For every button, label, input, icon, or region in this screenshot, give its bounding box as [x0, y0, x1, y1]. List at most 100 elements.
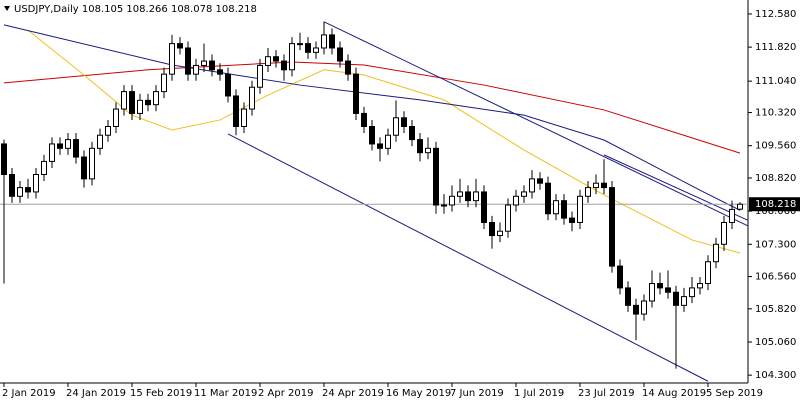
- candle-body: [649, 283, 655, 302]
- x-tick-label: 24 Apr 2019: [322, 388, 384, 399]
- candle-body: [417, 139, 423, 154]
- candle-body: [273, 56, 279, 62]
- y-tick-label: 108.060: [755, 206, 796, 217]
- candle-body: [721, 221, 727, 245]
- candle-body: [673, 291, 679, 306]
- y-tick-label: 104.300: [755, 370, 796, 381]
- y-tick-label: 110.320: [755, 108, 796, 119]
- x-tick-label: 7 Jun 2019: [450, 388, 504, 399]
- x-tick-label: 23 Jul 2019: [578, 388, 635, 399]
- candle-body: [217, 69, 223, 75]
- y-tick-label: 105.820: [755, 304, 796, 315]
- candle-body: [65, 139, 71, 149]
- candle-body: [185, 47, 191, 75]
- candle-body: [321, 34, 327, 49]
- candle-body: [409, 126, 415, 141]
- candle-body: [393, 117, 399, 136]
- candle-body: [361, 112, 367, 128]
- y-tick-label: 109.560: [755, 141, 796, 152]
- candle-body: [385, 134, 391, 149]
- y-tick-label: 111.040: [755, 76, 796, 87]
- candle-body: [225, 73, 231, 97]
- last-price-label: 108.218: [755, 199, 796, 210]
- x-tick-label: 14 Aug 2019: [642, 388, 706, 399]
- candle-body: [241, 108, 247, 128]
- candle-body: [121, 91, 127, 110]
- candle-body: [569, 217, 575, 223]
- candle-body: [353, 73, 359, 114]
- candle-body: [49, 143, 55, 162]
- candle-body: [369, 126, 375, 145]
- candle-body: [377, 143, 383, 149]
- candle-body: [425, 147, 431, 154]
- candle-body: [329, 34, 335, 49]
- candle-body: [577, 195, 583, 223]
- y-tick-label: 105.060: [755, 337, 796, 348]
- candle-body: [513, 195, 519, 206]
- candle-body: [497, 230, 503, 237]
- candle-body: [553, 200, 559, 215]
- candle-body: [449, 195, 455, 206]
- candle-body: [345, 60, 351, 75]
- candle-body: [17, 187, 23, 197]
- candle-body: [521, 191, 527, 197]
- indicator-line: [323, 21, 749, 227]
- y-tick-label: 111.820: [755, 42, 796, 53]
- candle-body: [601, 182, 607, 189]
- candle-body: [113, 108, 119, 128]
- candle-body: [73, 139, 79, 158]
- candle-body: [561, 200, 567, 219]
- candle-body: [9, 173, 15, 197]
- chart-title: USDJPY,Daily 108.105 108.266 108.078 108…: [14, 4, 257, 15]
- candle-body: [129, 91, 135, 114]
- y-tick-label: 108.820: [755, 173, 796, 184]
- candle-body: [529, 178, 535, 193]
- indicator-line: [227, 133, 709, 382]
- candle-body: [713, 243, 719, 263]
- candle-body: [473, 191, 479, 202]
- candle-body: [161, 73, 167, 93]
- candle-body: [585, 187, 591, 197]
- last-price-box: [749, 197, 800, 212]
- y-tick-label: 112.580: [755, 9, 796, 20]
- candle-body: [81, 156, 87, 180]
- candle-body: [457, 191, 463, 197]
- candle-body: [209, 60, 215, 71]
- candle-body: [633, 304, 639, 315]
- x-tick-label: 16 May 2019: [386, 388, 451, 399]
- candle-body: [57, 143, 63, 149]
- candle-body: [97, 134, 103, 149]
- candle-body: [177, 43, 183, 49]
- candle-body: [481, 191, 487, 223]
- candle-body: [257, 64, 263, 88]
- candle-body: [25, 187, 31, 193]
- candle-body: [441, 204, 447, 207]
- candle-body: [505, 204, 511, 232]
- x-tick-label: 5 Sep 2019: [706, 388, 763, 399]
- candle-body: [737, 203, 743, 210]
- candle-body: [545, 182, 551, 215]
- candle-body: [289, 43, 295, 71]
- candle-body: [313, 47, 319, 53]
- candle-body: [169, 43, 175, 75]
- candle-body: [193, 64, 199, 75]
- candle-body: [609, 187, 615, 267]
- candle-body: [689, 287, 695, 298]
- candle-body: [201, 60, 207, 66]
- x-tick-label: 2 Jan 2019: [2, 388, 56, 399]
- candle-body: [593, 182, 599, 189]
- candle-body: [705, 261, 711, 285]
- y-tick-label: 106.560: [755, 272, 796, 283]
- candle-body: [489, 221, 495, 237]
- x-tick-label: 2 Apr 2019: [258, 388, 313, 399]
- indicator-line: [3, 61, 741, 154]
- candle-body: [145, 99, 151, 106]
- x-tick-label: 24 Jan 2019: [66, 388, 126, 399]
- candle-body: [89, 147, 95, 180]
- candle-body: [665, 287, 671, 293]
- candle-body: [137, 99, 143, 114]
- candle-body: [729, 208, 735, 223]
- candle-body: [433, 147, 439, 206]
- symbol-menu-icon[interactable]: [4, 6, 10, 11]
